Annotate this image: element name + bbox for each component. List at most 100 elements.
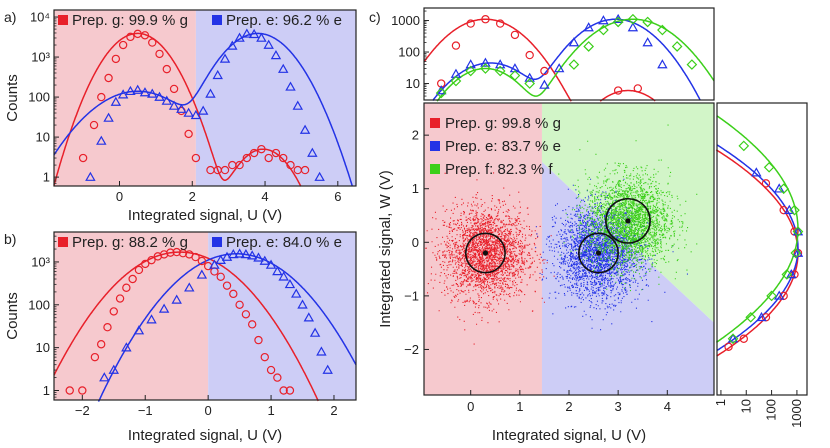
cluster-center-blue [595,250,602,256]
data-point-green-c-right [738,140,750,152]
data-point-blue-a [270,49,282,60]
region-g-c [424,103,542,395]
data-point-blue-a [117,89,129,99]
data-point-blue-a [227,40,238,50]
data-point-red-b [254,335,263,345]
data-point-blue-a [190,109,202,120]
data-point-red-a [162,64,171,74]
y-tick-label-c: 2 [412,128,419,143]
legend-swatch-blue-a [212,15,222,25]
fit-curve-blue-a [53,32,353,187]
data-point-red-c-top [633,84,643,93]
panel-a: a) 0 2 4 6 1 10 100 10³ 10⁴ Prep. g: 99.9 % g Pr… [4,9,357,224]
data-point-blue-c-right [751,167,762,177]
plot-frame-b [53,231,357,401]
y-tick-label-b: 1 [43,383,50,398]
data-point-blue-c-right [756,311,767,322]
data-point-blue-a [176,103,187,113]
y-tick-label-a: 10³ [31,50,50,65]
data-point-blue-a [147,88,158,98]
data-point-blue-b [290,288,302,298]
data-point-blue-b [297,299,308,309]
x-tick-label-c-right: 10 [738,399,753,413]
data-point-blue-b [133,325,145,335]
data-point-green-c-right [789,204,800,216]
x-axis-label-a: Integrated signal, U (V) [128,207,282,224]
x-tick-label-c-right: 1000 [789,399,804,428]
data-point-blue-b [284,278,296,289]
data-point-red-b [260,352,269,362]
data-point-blue-a [285,81,296,91]
data-point-red-b [122,283,131,292]
data-point-blue-b [228,248,239,259]
data-point-red-b [134,265,144,275]
data-point-blue-b [209,259,220,269]
data-point-blue-c-top [627,22,639,32]
data-point-red-c-top [540,66,549,76]
data-point-red-b [65,386,74,395]
data-point-red-b [222,281,232,290]
y-tick-label-c-top: 10 [406,76,420,91]
data-point-red-b [172,247,181,257]
data-point-blue-b [278,271,289,281]
data-point-blue-c-top [494,59,506,69]
data-point-blue-c-right [727,333,739,343]
fit-curve-blue-c-top [432,18,701,102]
data-point-blue-a [183,107,194,117]
legend-swatch-red-b [58,237,68,247]
data-point-red-c-top [481,15,490,24]
data-point-blue-b [246,250,258,260]
data-point-green-c-top [435,87,447,99]
data-point-red-a [126,32,135,42]
legend-swatch-blue-c [430,141,440,151]
y-axis-label-b: Counts [4,292,21,340]
scatter-cloud-green [558,124,698,292]
data-point-red-b [279,386,288,395]
x-tick-label-c: 1 [516,399,523,414]
data-point-red-a [257,144,266,154]
data-point-blue-b [322,364,333,374]
data-point-blue-a [277,63,289,73]
data-point-red-b [241,310,251,319]
data-point-red-c-top [613,86,623,95]
data-point-red-b [109,307,118,316]
panel-label-b: b) [4,231,16,247]
data-point-blue-c-top [539,79,550,89]
data-point-blue-c-top [598,15,609,25]
data-point-blue-a [234,32,245,42]
y-axis-label-a: Counts [4,74,21,122]
data-point-blue-b [146,314,157,324]
data-point-blue-c-top [465,59,476,69]
data-point-green-c-right [792,226,804,237]
legend-swatch-red-a [58,15,68,25]
data-point-red-a [148,38,157,47]
data-point-green-c-right [766,290,777,302]
data-point-red-b [128,274,137,284]
data-point-red-b [166,248,175,257]
data-point-red-a [155,49,164,59]
data-point-red-a [264,153,273,163]
data-point-red-a [242,153,252,163]
data-point-green-c-top [612,16,624,28]
data-point-red-b [229,289,238,299]
y-tick-label-a: 10⁴ [30,10,50,25]
data-point-red-b [96,340,106,349]
data-point-red-a [118,40,128,50]
x-tick-label-b: 2 [330,403,337,418]
fit-curve-red-a [53,32,302,187]
x-tick-label-c-right: 100 [764,399,779,421]
data-point-green-c-right [745,311,757,323]
data-point-red-a [286,160,295,170]
data-point-red-b [273,373,282,382]
data-point-red-c-right [761,179,771,188]
data-point-green-c-right [727,333,739,345]
legend-entry-e-a: Prep. e: 96.2 % e [226,12,342,29]
data-point-red-b [285,386,295,395]
x-axis-label-b: Integrated signal, U (V) [128,427,282,444]
scatter-cloud-blue [535,178,688,331]
data-point-red-b [197,256,207,266]
y-tick-label-c: −2 [404,342,419,357]
panel-b: b) −2 −1 0 1 2 1 10 100 10³ Prep. g: 88.2 % g Pr… [4,231,357,444]
y-axis-label-c: Integrated signal, W (V) [377,170,394,328]
y-tick-label-a: 10 [36,130,50,145]
